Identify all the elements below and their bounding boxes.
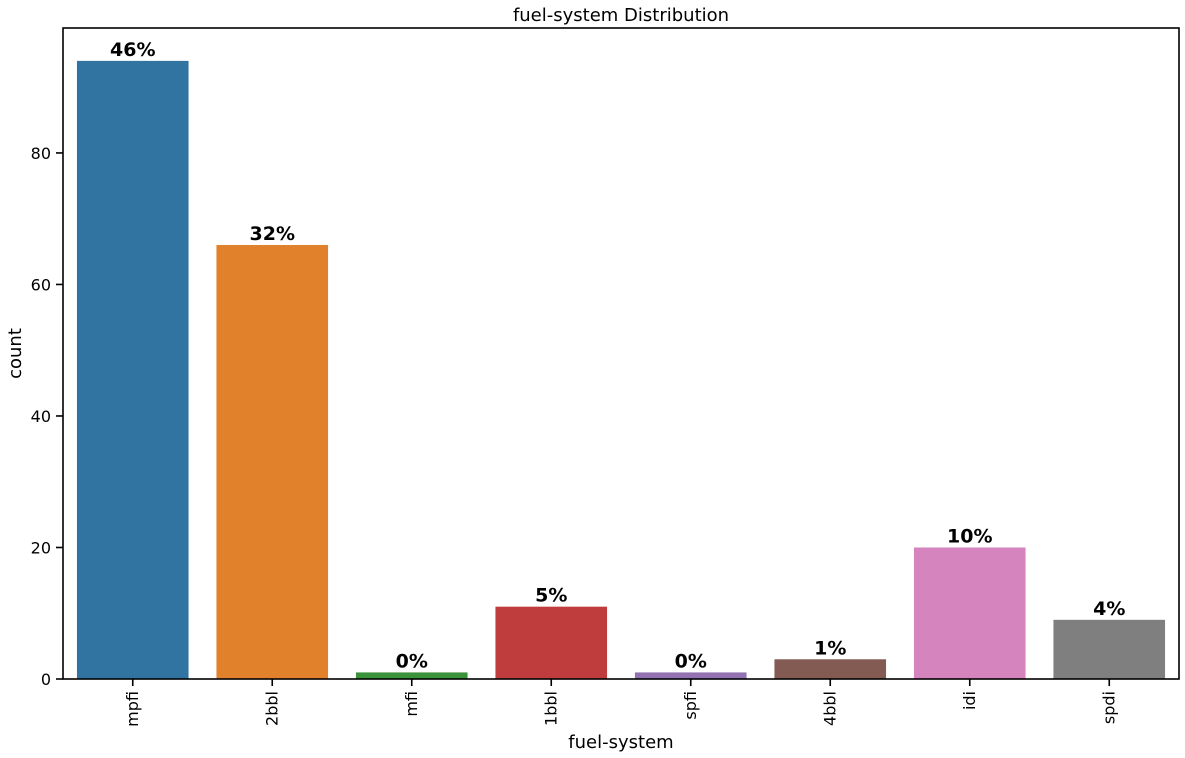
y-tick-label: 60 [31, 275, 51, 294]
y-axis-label: count [5, 328, 26, 379]
x-tick-label: spdi [1099, 691, 1118, 724]
bar-data-label: 10% [947, 525, 992, 547]
bar-data-label: 46% [110, 39, 155, 61]
x-tick-label: mpfi [123, 691, 142, 727]
x-axis: mpfi 2bbl mfi 1bbl spfi 4bbl idi spdi [123, 679, 1118, 727]
x-tick-label: mfi [402, 691, 421, 717]
bar-4bbl [774, 659, 887, 679]
x-tick-label: idi [960, 691, 979, 710]
bar-mfi [355, 672, 468, 679]
y-axis: 0 20 40 60 80 [31, 144, 63, 689]
y-tick-label: 0 [41, 670, 51, 689]
bar-data-label: 4% [1093, 598, 1125, 620]
bar-data-label: 0% [675, 650, 707, 672]
bar-2bbl [216, 245, 329, 679]
bar-data-label: 5% [535, 585, 567, 607]
bar-data-label: 32% [250, 223, 295, 245]
x-axis-label: fuel-system [568, 732, 673, 753]
y-tick-label: 40 [31, 407, 51, 426]
y-tick-label: 20 [31, 538, 51, 557]
x-tick-label: 2bbl [262, 691, 281, 726]
bar-idi [913, 547, 1026, 679]
plot-frame [62, 27, 1180, 680]
bars-group [76, 60, 1166, 680]
bar-1bbl [495, 606, 608, 679]
y-tick-label: 80 [31, 144, 51, 163]
bar-data-label: 0% [396, 650, 428, 672]
bar-spdi [1053, 619, 1166, 679]
x-tick-label: 4bbl [820, 691, 839, 726]
bar-labels-group: 46% 32% 0% 5% 0% 1% 10% 4% [110, 39, 1125, 673]
chart-title: fuel-system Distribution [513, 5, 729, 26]
bar-mpfi [76, 60, 189, 680]
x-tick-label: spfi [681, 691, 700, 720]
x-tick-label: 1bbl [541, 691, 560, 726]
bar-spfi [634, 672, 747, 679]
bar-data-label: 1% [814, 637, 846, 659]
